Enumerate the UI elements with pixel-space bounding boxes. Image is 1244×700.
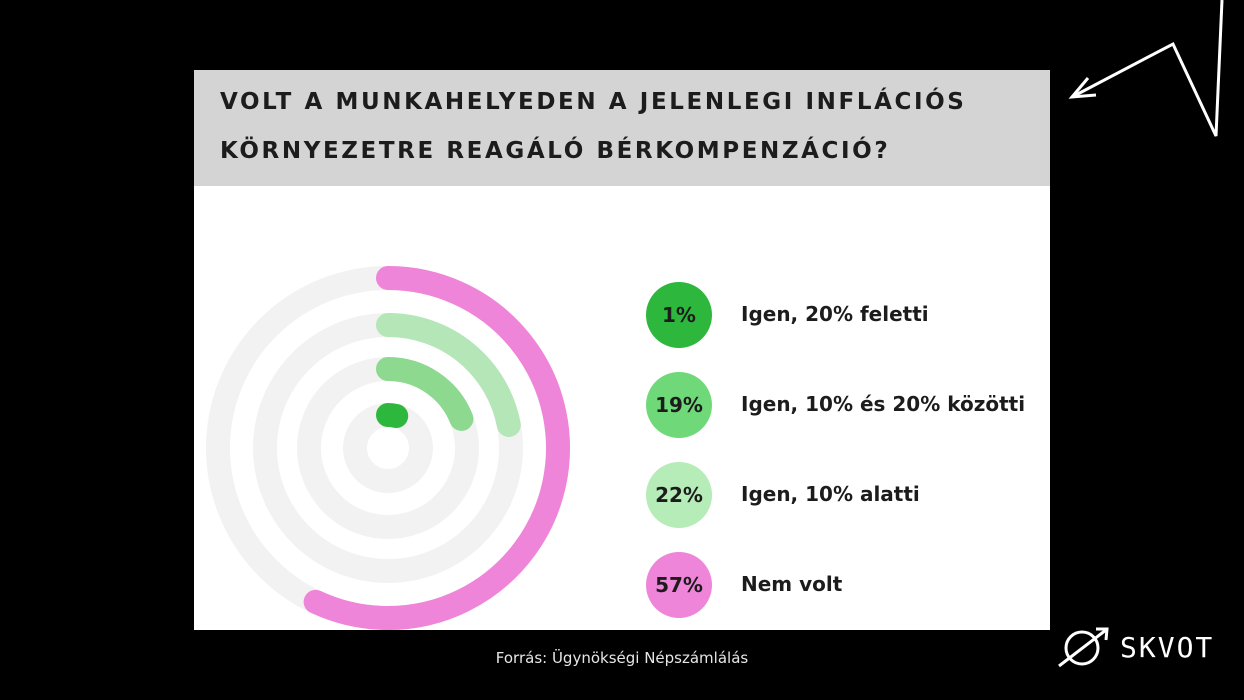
legend-value: 22% xyxy=(655,483,703,507)
chart-title-line-1: VOLT A MUNKAHELYEDEN A JELENLEGI INFLÁCI… xyxy=(220,89,967,115)
source-note: Forrás: Ügynökségi Népszámlálás xyxy=(495,649,749,667)
radial-bar-chart xyxy=(206,266,570,630)
brand-name: SKVOT xyxy=(1120,631,1215,664)
title-band: VOLT A MUNKAHELYEDEN A JELENLEGI INFLÁCI… xyxy=(194,70,1050,186)
legend-label: Nem volt xyxy=(741,572,843,596)
chart-title-line-2: KÖRNYEZETRE REAGÁLÓ BÉRKOMPENZÁCIÓ? xyxy=(220,138,891,164)
legend-badge: 22% xyxy=(646,462,712,528)
ring-bar-3 xyxy=(376,313,521,437)
legend-badge: 1% xyxy=(646,282,712,348)
ring-bar-2 xyxy=(376,357,474,431)
legend-label: Igen, 10% alatti xyxy=(741,482,920,506)
legend-label: Igen, 20% feletti xyxy=(741,302,929,326)
planet-logo-icon xyxy=(1058,627,1109,668)
legend-item-igen-10-alatti: 22% Igen, 10% alatti xyxy=(646,462,1046,528)
legend-item-igen-20-feletti: 1% Igen, 20% feletti xyxy=(646,282,1046,348)
decorative-arrow-icon xyxy=(1068,0,1224,137)
legend-value: 57% xyxy=(655,573,703,597)
legend-value: 19% xyxy=(655,393,703,417)
ring-bar-1 xyxy=(376,403,409,429)
legend-label: Igen, 10% és 20% közötti xyxy=(741,392,1026,416)
legend-badge: 57% xyxy=(646,552,712,618)
legend-value: 1% xyxy=(662,303,696,327)
legend-badge: 19% xyxy=(646,372,712,438)
legend-item-igen-10-20-kozotti: 19% Igen, 10% és 20% közötti xyxy=(646,372,1046,438)
chart-card: VOLT A MUNKAHELYEDEN A JELENLEGI INFLÁCI… xyxy=(194,70,1050,630)
legend-item-nem-volt: 57% Nem volt xyxy=(646,552,1046,618)
brand-logo: SKVOT xyxy=(1056,624,1244,672)
ring-bar-4 xyxy=(303,266,570,630)
